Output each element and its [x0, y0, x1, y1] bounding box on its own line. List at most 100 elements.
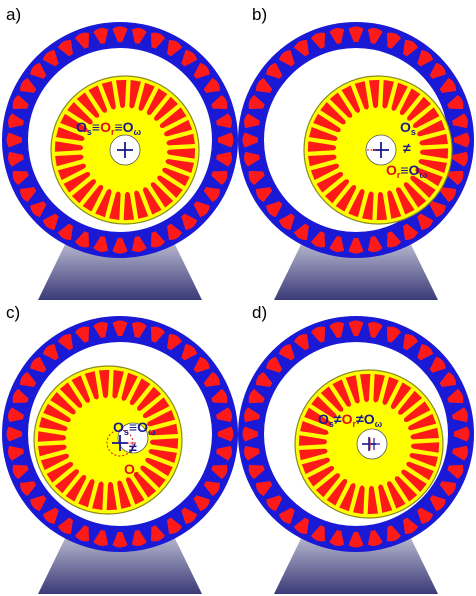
stator-tooth [150, 32, 166, 49]
stator-tooth [429, 201, 446, 218]
stator-tooth [42, 507, 59, 524]
symbol: O [76, 119, 87, 135]
rotor-tooth [43, 403, 71, 423]
stator-tooth [12, 464, 29, 480]
stator-tooth [294, 517, 309, 534]
rotor-tooth [109, 191, 121, 220]
stator-tooth [216, 113, 232, 129]
rotor-tooth [165, 158, 194, 173]
stator-tooth [8, 113, 24, 129]
symbol: O [137, 419, 148, 435]
rotor-teeth [37, 369, 179, 511]
rotor-tooth [354, 81, 369, 110]
stator-tooth [256, 372, 273, 387]
centre-marks [362, 437, 380, 451]
rotor-tooth [367, 485, 379, 515]
rotor-tooth [157, 175, 183, 198]
stator-tooth [203, 481, 220, 496]
rotor-tooth [166, 148, 196, 159]
stator-tooth [294, 223, 309, 240]
rotor-tooth [92, 481, 104, 510]
symbol: ≠ [129, 440, 137, 456]
symbol: O [123, 119, 134, 135]
subscript: r [352, 419, 356, 429]
rotor-tooth [106, 481, 118, 511]
stator-tooth [211, 464, 228, 480]
rotor-tooth [162, 167, 190, 187]
stator-tooth [242, 132, 258, 148]
rotor-tooth [378, 484, 393, 513]
stator-tooth [12, 170, 29, 186]
rotor-tooth [341, 85, 361, 113]
symbol: O [386, 162, 397, 178]
stator-tooth [112, 238, 128, 254]
rotor-tooth [386, 481, 406, 509]
stator-tooth [211, 388, 228, 404]
rotor-tooth [376, 191, 388, 221]
stator-tooth [74, 32, 90, 49]
rotor-tooth [316, 172, 344, 193]
stator-tooth [93, 236, 109, 252]
stator-tooth [242, 426, 258, 442]
stator-tooth [193, 495, 210, 512]
rotor-tooth [54, 141, 84, 152]
stator-tooth [452, 113, 468, 129]
subscript: r [397, 170, 401, 180]
stator-tooth [417, 507, 434, 524]
stator-tooth [367, 322, 383, 338]
equation-label: Or≡Oω [386, 162, 427, 180]
stator-tooth [30, 356, 47, 373]
rotor-tooth [395, 187, 415, 215]
stator-tooth [12, 388, 29, 404]
stator-tooth [386, 525, 402, 542]
stator-tooth [348, 320, 364, 336]
rotor-tooth [146, 88, 168, 115]
stator-tooth [248, 94, 265, 110]
stator-tooth [20, 481, 37, 496]
stator-tooth [193, 62, 210, 79]
rotor-tooth [311, 396, 337, 419]
symbol: O [409, 162, 420, 178]
stator-tooth [244, 113, 260, 129]
rotor-tooth [409, 452, 438, 467]
subscript: s [124, 427, 129, 437]
stator-tooth [93, 530, 109, 546]
equation-label: Os≠Or≠Oω [318, 411, 383, 429]
stator-tooth [93, 28, 109, 44]
rotor-tooth [88, 85, 108, 113]
rotor-tooth [129, 80, 141, 109]
rotor-tooth [359, 373, 371, 403]
symbol: O [124, 461, 135, 477]
rotor-tooth [140, 465, 166, 488]
stator-tooth [429, 62, 446, 79]
rotor-tooth [415, 167, 443, 187]
rotor-tooth [324, 179, 349, 204]
rotor-tooth [84, 371, 99, 400]
stator-tooth [211, 170, 228, 186]
stator-tooth [386, 231, 402, 248]
rotor-tooth [368, 79, 380, 109]
symbol: ≡ [114, 119, 122, 135]
rotor-tooth [362, 191, 374, 220]
stator-tooth [348, 532, 364, 548]
rotor-tooth [320, 386, 344, 412]
panel-letter: a) [6, 5, 21, 24]
rotor-tooth [150, 182, 174, 208]
stator-tooth [266, 201, 283, 218]
stator-tooth [150, 231, 166, 248]
stator-tooth [8, 445, 24, 461]
rotor-tooth [406, 461, 434, 481]
rotor-tooth [382, 376, 399, 405]
stator-tooth [58, 334, 73, 351]
rotor-tooth [417, 119, 446, 137]
rotor-tooth [55, 154, 84, 167]
rotor-tooth [298, 435, 328, 446]
equation-label: Os≡Or≡Oω [76, 119, 142, 137]
symbol: O [113, 419, 124, 435]
rotor-tooth [403, 182, 427, 208]
stator-tooth [112, 532, 128, 548]
stator-tooth [42, 213, 59, 230]
stator-tooth [244, 151, 260, 167]
stator-tooth [429, 356, 446, 373]
stator-tooth [74, 326, 90, 343]
